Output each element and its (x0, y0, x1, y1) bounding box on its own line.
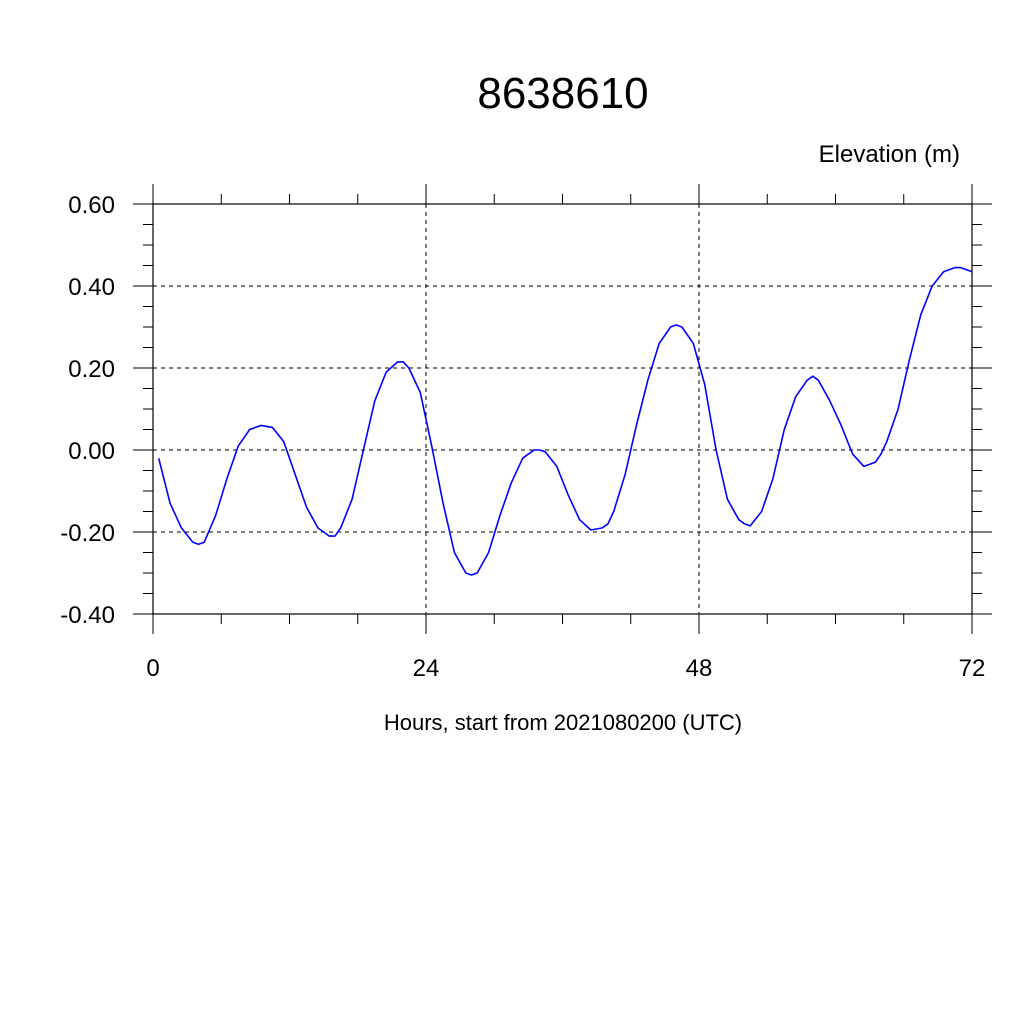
plot-frame (152, 203, 973, 615)
x-tick-label: 72 (959, 655, 986, 682)
axis-ticks (133, 184, 992, 634)
y-tick-label: 0.20 (68, 356, 115, 383)
grid (153, 203, 972, 614)
x-tick-label: 24 (413, 655, 440, 682)
units-label: Elevation (m) (819, 141, 960, 168)
x-tick-label: 48 (686, 655, 713, 682)
x-axis-label: Hours, start from 2021080200 (UTC) (384, 710, 742, 735)
y-tick-label: 0.60 (68, 192, 115, 219)
y-tick-label: -0.40 (60, 602, 115, 629)
series-layer (157, 266, 973, 576)
tick-labels: 0 24 48 72 -0.40 -0.20 0.00 0.20 0.40 0.60 (60, 192, 985, 682)
chart-title: 8638610 (477, 69, 648, 118)
series-line-elevation (157, 266, 973, 576)
x-tick-label: 0 (146, 655, 159, 682)
y-tick-label: 0.40 (68, 274, 115, 301)
y-tick-label: 0.00 (68, 438, 115, 465)
y-tick-label: -0.20 (60, 520, 115, 547)
